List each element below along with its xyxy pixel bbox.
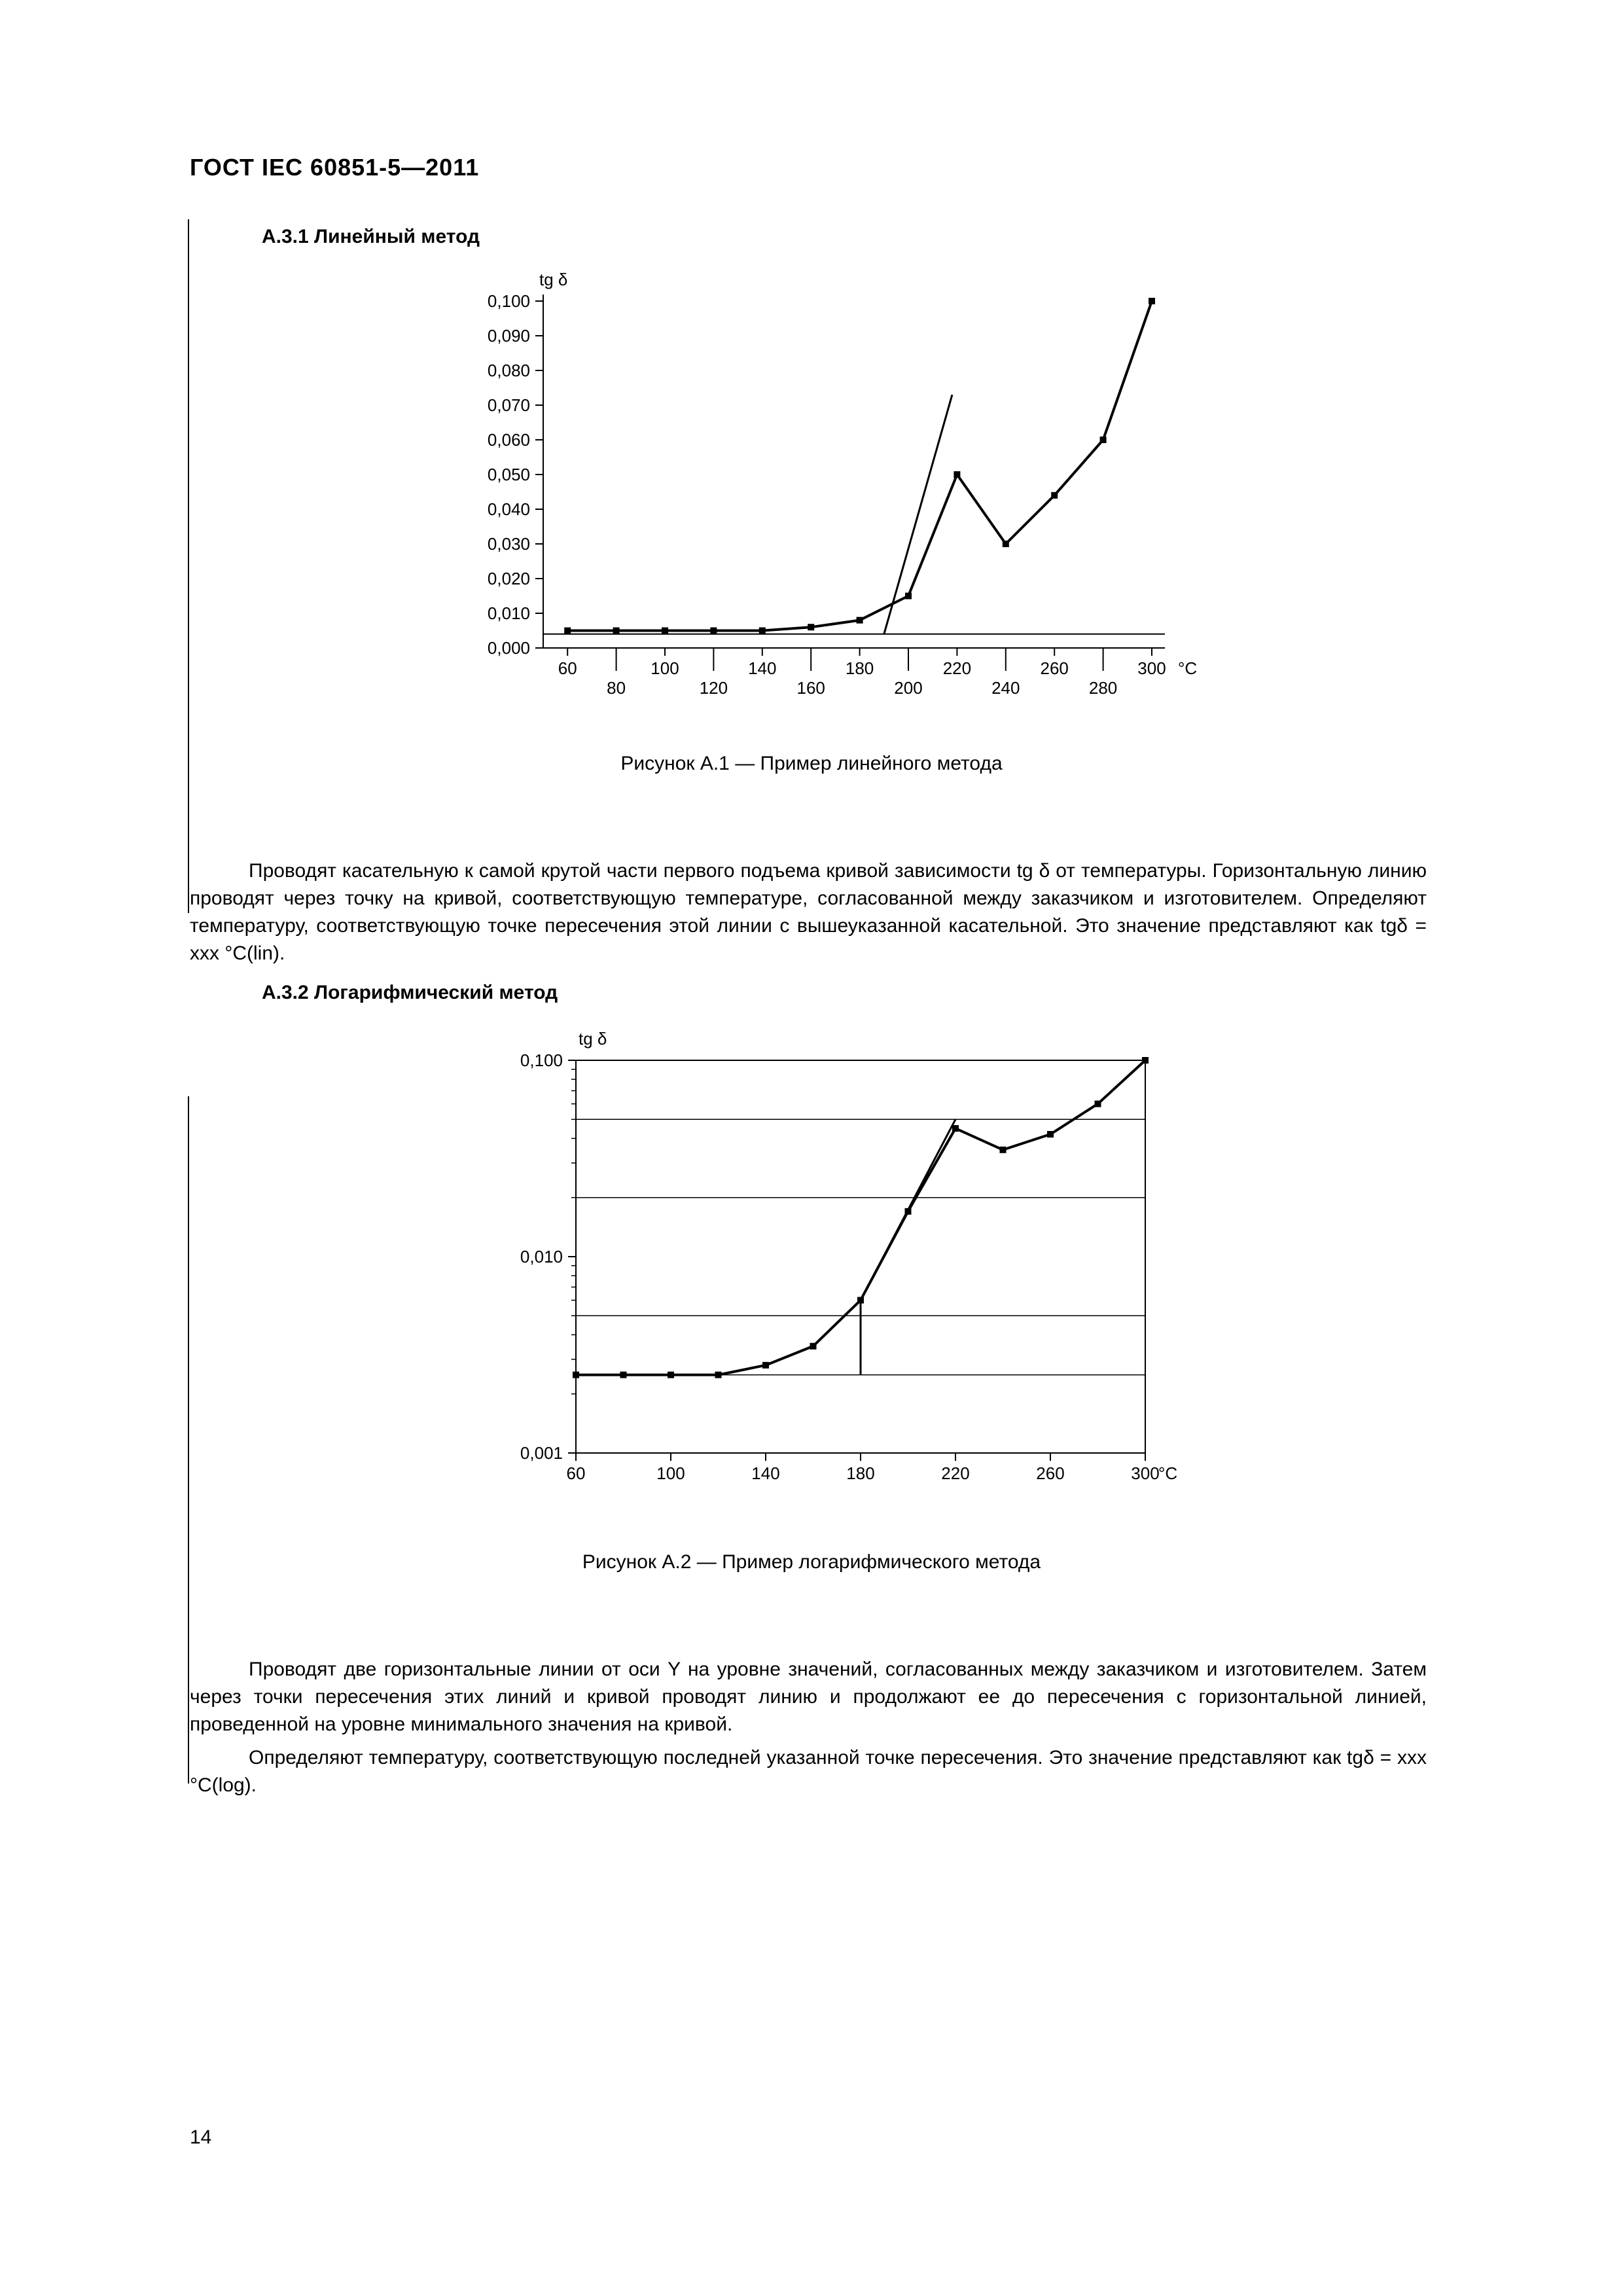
svg-text:280: 280 bbox=[1089, 678, 1117, 698]
chart-a1: 0,000 0,010 0,020 0,030 0,040 0,050 0,060 0,070… bbox=[419, 262, 1204, 733]
svg-text:0,100: 0,100 bbox=[520, 1050, 563, 1070]
section-heading-a32: А.3.2 Логарифмический метод bbox=[262, 982, 558, 1004]
svg-text:220: 220 bbox=[941, 1463, 969, 1483]
svg-text:220: 220 bbox=[943, 658, 971, 678]
svg-text:260: 260 bbox=[1041, 658, 1069, 678]
para-a31: Проводят касательную к самой крутой част… bbox=[190, 857, 1427, 967]
page-number: 14 bbox=[190, 2126, 211, 2149]
svg-text:140: 140 bbox=[751, 1463, 779, 1483]
svg-text:160: 160 bbox=[797, 678, 825, 698]
margin-rule-upper bbox=[188, 219, 189, 913]
svg-text:0,001: 0,001 bbox=[520, 1443, 563, 1463]
svg-text:tg δ: tg δ bbox=[539, 270, 567, 289]
margin-rule-lower bbox=[188, 1096, 189, 1784]
svg-text:180: 180 bbox=[846, 658, 874, 678]
svg-text:0,080: 0,080 bbox=[488, 361, 530, 380]
svg-text:0,100: 0,100 bbox=[488, 291, 530, 311]
svg-text:60: 60 bbox=[558, 658, 577, 678]
document-header: ГОСТ IEC 60851-5—2011 bbox=[190, 154, 479, 181]
svg-text:0,010: 0,010 bbox=[488, 603, 530, 623]
svg-text:240: 240 bbox=[991, 678, 1020, 698]
svg-text:0,020: 0,020 bbox=[488, 569, 530, 588]
svg-text:0,070: 0,070 bbox=[488, 395, 530, 415]
svg-text:0,000: 0,000 bbox=[488, 638, 530, 658]
svg-text:100: 100 bbox=[656, 1463, 685, 1483]
svg-text:180: 180 bbox=[846, 1463, 874, 1483]
section-heading-a31: А.3.1 Линейный метод bbox=[262, 226, 480, 248]
svg-text:0,060: 0,060 bbox=[488, 430, 530, 450]
chart-a1-caption: Рисунок А.1 — Пример линейного метода bbox=[419, 753, 1204, 775]
svg-text:tg δ: tg δ bbox=[579, 1029, 607, 1049]
chart-a2: 0,001 0,010 0,100 60 100 140 180 220 260 300 tg δ °… bbox=[452, 1021, 1185, 1518]
svg-text:0,030: 0,030 bbox=[488, 534, 530, 554]
svg-text:140: 140 bbox=[748, 658, 776, 678]
svg-text:260: 260 bbox=[1036, 1463, 1064, 1483]
para-a32-2: Определяют температуру, соответствующую … bbox=[190, 1744, 1427, 1799]
svg-text:60: 60 bbox=[567, 1463, 586, 1483]
svg-text:°C: °C bbox=[1178, 658, 1197, 678]
svg-text:80: 80 bbox=[607, 678, 626, 698]
svg-text:0,090: 0,090 bbox=[488, 326, 530, 346]
svg-text:300: 300 bbox=[1131, 1463, 1159, 1483]
svg-text:°C: °C bbox=[1158, 1463, 1177, 1483]
svg-text:0,040: 0,040 bbox=[488, 499, 530, 519]
svg-text:0,050: 0,050 bbox=[488, 465, 530, 484]
svg-text:120: 120 bbox=[700, 678, 728, 698]
svg-text:100: 100 bbox=[651, 658, 679, 678]
para-a32-1: Проводят две горизонтальные линии от оси… bbox=[190, 1656, 1427, 1738]
chart-a2-caption: Рисунок А.2 — Пример логарифмического ме… bbox=[419, 1551, 1204, 1573]
svg-text:300: 300 bbox=[1137, 658, 1166, 678]
svg-text:0,010: 0,010 bbox=[520, 1247, 563, 1266]
svg-text:200: 200 bbox=[894, 678, 922, 698]
